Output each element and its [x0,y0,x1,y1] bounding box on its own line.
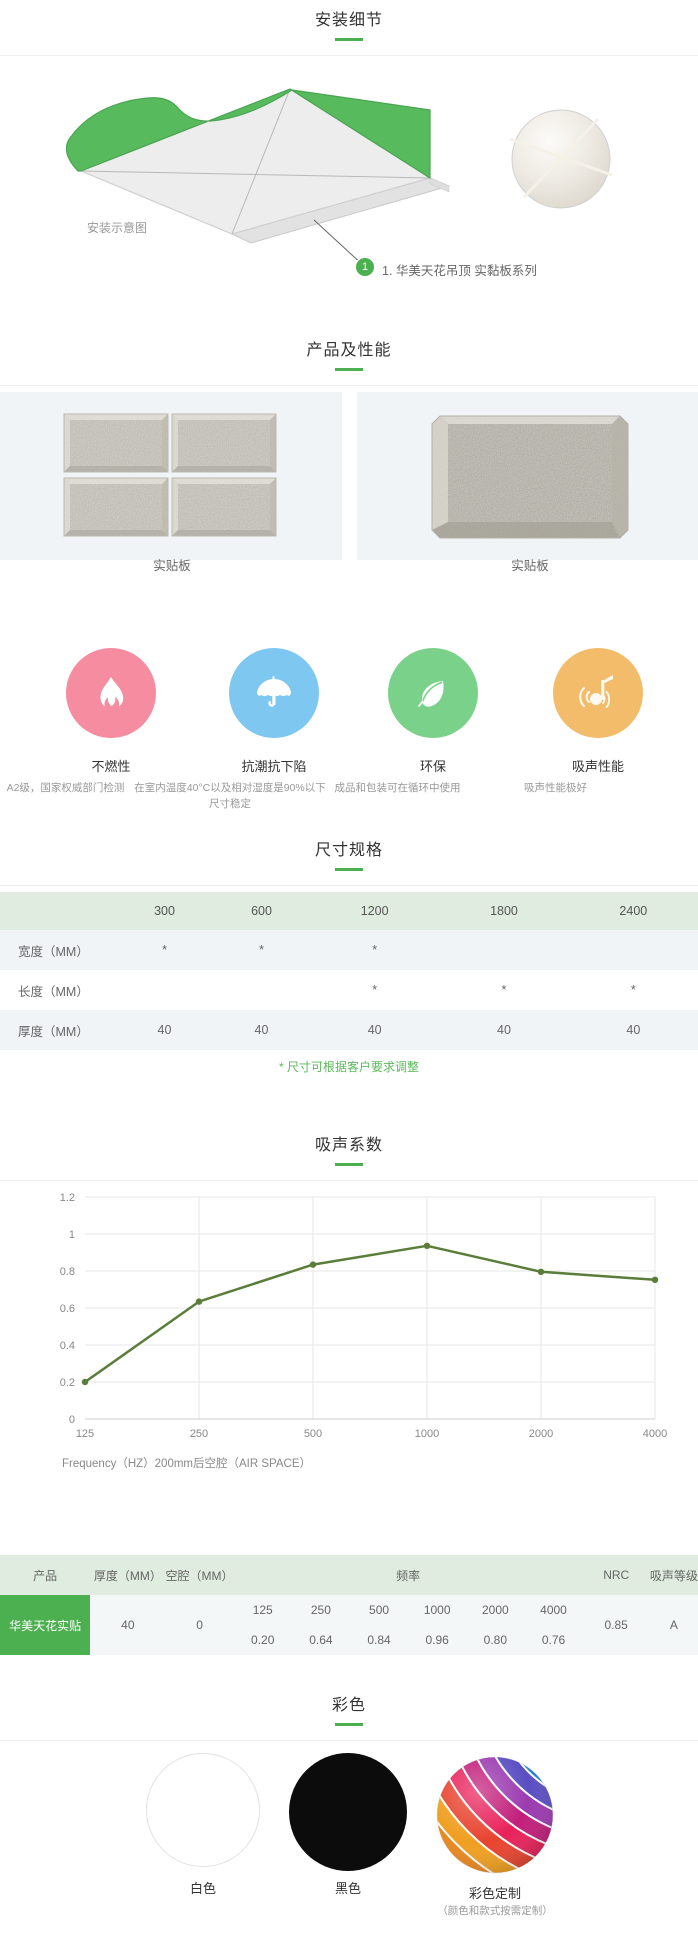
svg-text:0.8: 0.8 [60,1266,75,1278]
svg-text:125: 125 [76,1428,94,1440]
svg-text:1000: 1000 [415,1428,439,1440]
svg-text:1.2: 1.2 [60,1192,75,1204]
svg-text:0.4: 0.4 [60,1340,75,1352]
svg-text:500: 500 [304,1428,322,1440]
svg-text:1: 1 [69,1229,75,1241]
svg-text:0.2: 0.2 [60,1377,75,1389]
svg-text:2000: 2000 [529,1428,553,1440]
svg-text:4000: 4000 [643,1428,667,1440]
svg-text:0: 0 [69,1414,75,1426]
svg-text:0.6: 0.6 [60,1303,75,1315]
svg-text:250: 250 [190,1428,208,1440]
